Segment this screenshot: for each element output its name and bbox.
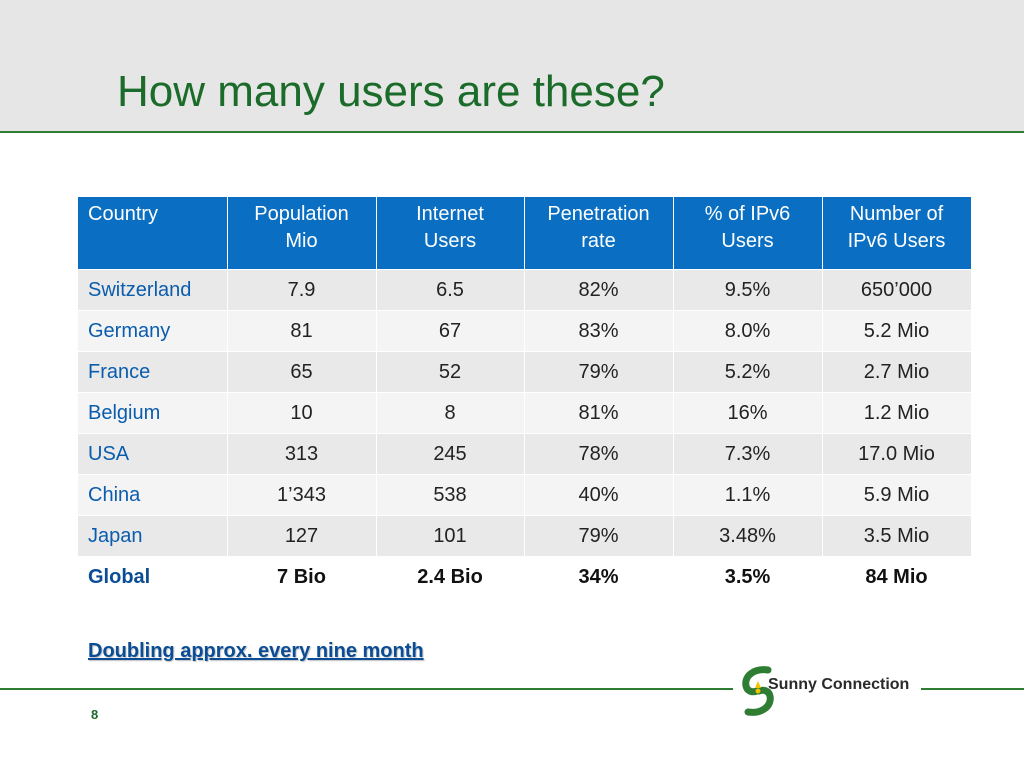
table-cell: 313 <box>227 433 377 475</box>
page-title: How many users are these? <box>117 67 665 116</box>
table-cell: 9.5% <box>673 269 823 311</box>
table-row: Switzerland 7.9 6.5 82% 9.5% 650’000 <box>78 269 972 311</box>
header-penetration-rate: Penetration rate <box>524 197 674 270</box>
table-cell: 127 <box>227 515 377 557</box>
table-cell: 40% <box>524 474 674 516</box>
table-cell: 79% <box>524 515 674 557</box>
table-cell: 101 <box>376 515 525 557</box>
table-cell: 83% <box>524 310 674 352</box>
table-cell: 650’000 <box>822 269 972 311</box>
header-ipv6-users: Number of IPv6 Users <box>822 197 972 270</box>
table-cell: 8.0% <box>673 310 823 352</box>
table-cell: 1.2 Mio <box>822 392 972 434</box>
table-cell: 81% <box>524 392 674 434</box>
table-cell: 7.3% <box>673 433 823 475</box>
table-cell: 52 <box>376 351 525 393</box>
table-row: France 65 52 79% 5.2% 2.7 Mio <box>78 351 972 393</box>
table-cell: 5.2% <box>673 351 823 393</box>
logo-swirl-icon <box>742 666 774 716</box>
table-cell: 10 <box>227 392 377 434</box>
table-row: Germany 81 67 83% 8.0% 5.2 Mio <box>78 310 972 352</box>
table-cell: USA <box>78 433 228 475</box>
table-cell: 2.7 Mio <box>822 351 972 393</box>
table-row: Belgium 10 8 81% 16% 1.2 Mio <box>78 392 972 434</box>
footer-divider-right <box>921 688 1024 690</box>
table-cell: 1’343 <box>227 474 377 516</box>
table-cell: 245 <box>376 433 525 475</box>
table-row: USA 313 245 78% 7.3% 17.0 Mio <box>78 433 972 475</box>
table-cell: Japan <box>78 515 228 557</box>
table-cell: 1.1% <box>673 474 823 516</box>
table-cell: 79% <box>524 351 674 393</box>
logo-text: Sunny Connection <box>768 676 910 693</box>
table-cell: 6.5 <box>376 269 525 311</box>
table-cell: China <box>78 474 228 516</box>
ipv6-users-table: Country Population Mio Internet Users Pene… <box>78 197 972 598</box>
table-cell: 34% <box>524 556 674 598</box>
table-cell: 3.5% <box>673 556 823 598</box>
table-cell: 3.5 Mio <box>822 515 972 557</box>
table-cell: 7.9 <box>227 269 377 311</box>
doubling-note: Doubling approx. every nine month <box>88 640 424 662</box>
header-internet-users: Internet Users <box>376 197 525 270</box>
table-cell: 84 Mio <box>822 556 972 598</box>
sunny-connection-logo: Sunny Connection <box>738 664 920 718</box>
table-cell: 67 <box>376 310 525 352</box>
table-cell: 82% <box>524 269 674 311</box>
table-row: Japan 127 101 79% 3.48% 3.5 Mio <box>78 515 972 557</box>
table-row-global: Global 7 Bio 2.4 Bio 34% 3.5% 84 Mio <box>78 556 972 598</box>
table-cell: Switzerland <box>78 269 228 311</box>
table-cell: 3.48% <box>673 515 823 557</box>
table-cell: Global <box>78 556 228 598</box>
table-cell: 78% <box>524 433 674 475</box>
table-cell: 2.4 Bio <box>376 556 525 598</box>
table-cell: 5.9 Mio <box>822 474 972 516</box>
table-cell: 5.2 Mio <box>822 310 972 352</box>
header-country: Country <box>78 197 228 270</box>
table-cell: Belgium <box>78 392 228 434</box>
title-bar: How many users are these? <box>0 0 1024 133</box>
table-cell: Germany <box>78 310 228 352</box>
table-row: China 1’343 538 40% 1.1% 5.9 Mio <box>78 474 972 516</box>
table-cell: 8 <box>376 392 525 434</box>
table-cell: 7 Bio <box>227 556 377 598</box>
table-cell: 81 <box>227 310 377 352</box>
footer-divider-left <box>0 688 733 690</box>
header-ipv6-percent: % of IPv6 Users <box>673 197 823 270</box>
table-cell: 538 <box>376 474 525 516</box>
table-cell: 17.0 Mio <box>822 433 972 475</box>
table-header-row: Country Population Mio Internet Users Pene… <box>78 197 972 270</box>
page-number: 8 <box>91 707 99 722</box>
table-cell: 16% <box>673 392 823 434</box>
table-cell: 65 <box>227 351 377 393</box>
table-cell: France <box>78 351 228 393</box>
header-population: Population Mio <box>227 197 377 270</box>
